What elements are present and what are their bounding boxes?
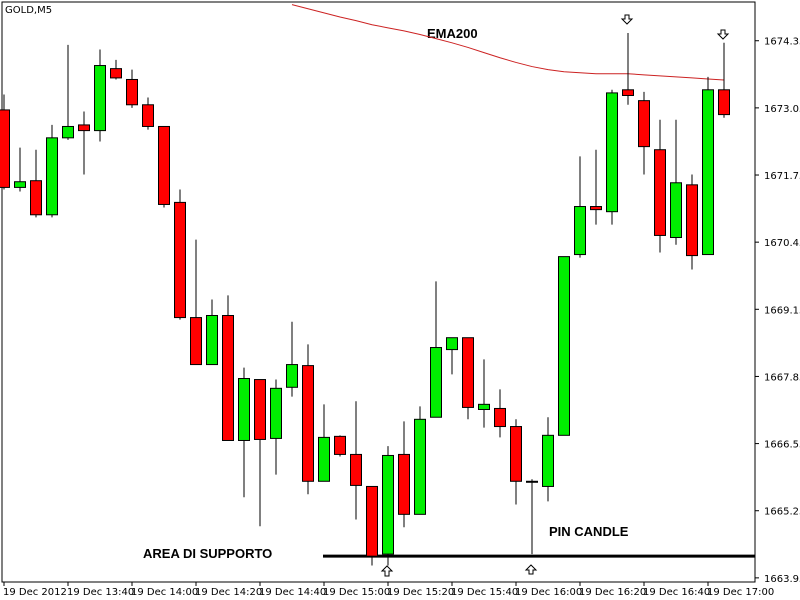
candle-body [222, 314, 234, 441]
candle-body [558, 256, 570, 436]
y-tick-label: 1667.85 [764, 372, 800, 383]
y-tick-label: 1671.75 [764, 171, 800, 182]
candle-body [286, 364, 298, 388]
annotation: PIN CANDLE [549, 524, 629, 539]
candle-body [190, 317, 202, 366]
candle-body [606, 92, 618, 213]
arrow-down [620, 14, 634, 25]
x-tick-label: 19 Dec 16:00 [515, 587, 582, 598]
x-tick-label: 19 Dec 15:00 [323, 587, 390, 598]
candle-body [494, 407, 506, 428]
candle-body [526, 480, 538, 483]
candle-body [302, 365, 314, 482]
candle-body [510, 426, 522, 482]
annotation: AREA DI SUPPORTO [143, 546, 272, 561]
candle-body [446, 337, 458, 351]
candle-body [254, 379, 266, 440]
arrow-up [524, 564, 538, 575]
candle-body [350, 453, 362, 486]
x-tick-label: 19 Dec 15:40 [451, 587, 518, 598]
candle-body [670, 182, 682, 239]
ema-line [291, 4, 725, 81]
candle-body [238, 378, 250, 441]
plot [0, 4, 755, 566]
candle-body [430, 347, 442, 418]
candle-body [622, 89, 634, 96]
candle-body [366, 485, 378, 557]
candle-body [318, 436, 330, 482]
x-tick-label: 19 Dec 14:00 [131, 587, 198, 598]
y-tick-label: 1674.35 [764, 37, 800, 48]
x-tick-label: 19 Dec 16:20 [579, 587, 646, 598]
candle-body [30, 180, 42, 216]
candle-body [414, 418, 426, 515]
candle-body [478, 403, 490, 410]
candle-body [590, 206, 602, 211]
x-tick-label: 19 Dec 16:40 [643, 587, 710, 598]
candle-body [462, 337, 474, 408]
candle-body [158, 125, 170, 205]
candle-body [174, 201, 186, 319]
candle-body [126, 78, 138, 106]
y-tick-label: 1665.25 [764, 507, 800, 518]
y-tick-label: 1666.55 [764, 440, 800, 451]
candle-body [142, 104, 154, 127]
candle-body [46, 137, 58, 216]
x-tick-label: 19 Dec 2012 [3, 587, 67, 598]
arrow-down [716, 29, 730, 40]
candle-body [382, 454, 394, 555]
candle-body [718, 89, 730, 116]
candle-body [654, 149, 666, 236]
candle-body [78, 124, 90, 132]
candle-body [686, 184, 698, 257]
candle-body [702, 89, 714, 256]
y-tick-label: 1663.95 [764, 574, 800, 585]
fractal-arrows [380, 14, 730, 577]
y-tick-label: 1669.15 [764, 305, 800, 316]
y-tick-label: 1673.05 [764, 104, 800, 115]
candle-body [62, 125, 74, 139]
candle-body [94, 65, 106, 132]
x-tick-label: 19 Dec 15:20 [387, 587, 454, 598]
candle-body [398, 453, 410, 515]
candle-body [638, 100, 650, 148]
candle-body [574, 206, 586, 256]
ema-label: EMA200 [427, 26, 478, 41]
x-tick-label: 19 Dec 17:00 [707, 587, 774, 598]
candle-body [14, 181, 26, 188]
candle-body [0, 109, 10, 188]
candle-body [206, 314, 218, 366]
candle-body [542, 434, 554, 487]
y-tick-label: 1670.45 [764, 238, 800, 249]
arrow-up [380, 565, 394, 577]
candle-body [270, 387, 282, 439]
x-tick-label: 19 Dec 14:20 [195, 587, 262, 598]
candle-body [334, 435, 346, 455]
candle-body [110, 68, 122, 79]
x-tick-label: 19 Dec 14:40 [259, 587, 326, 598]
chart-title: GOLD,M5 [5, 5, 52, 16]
plot-frame [1, 1, 756, 583]
x-tick-label: 19 Dec 13:40 [67, 587, 134, 598]
